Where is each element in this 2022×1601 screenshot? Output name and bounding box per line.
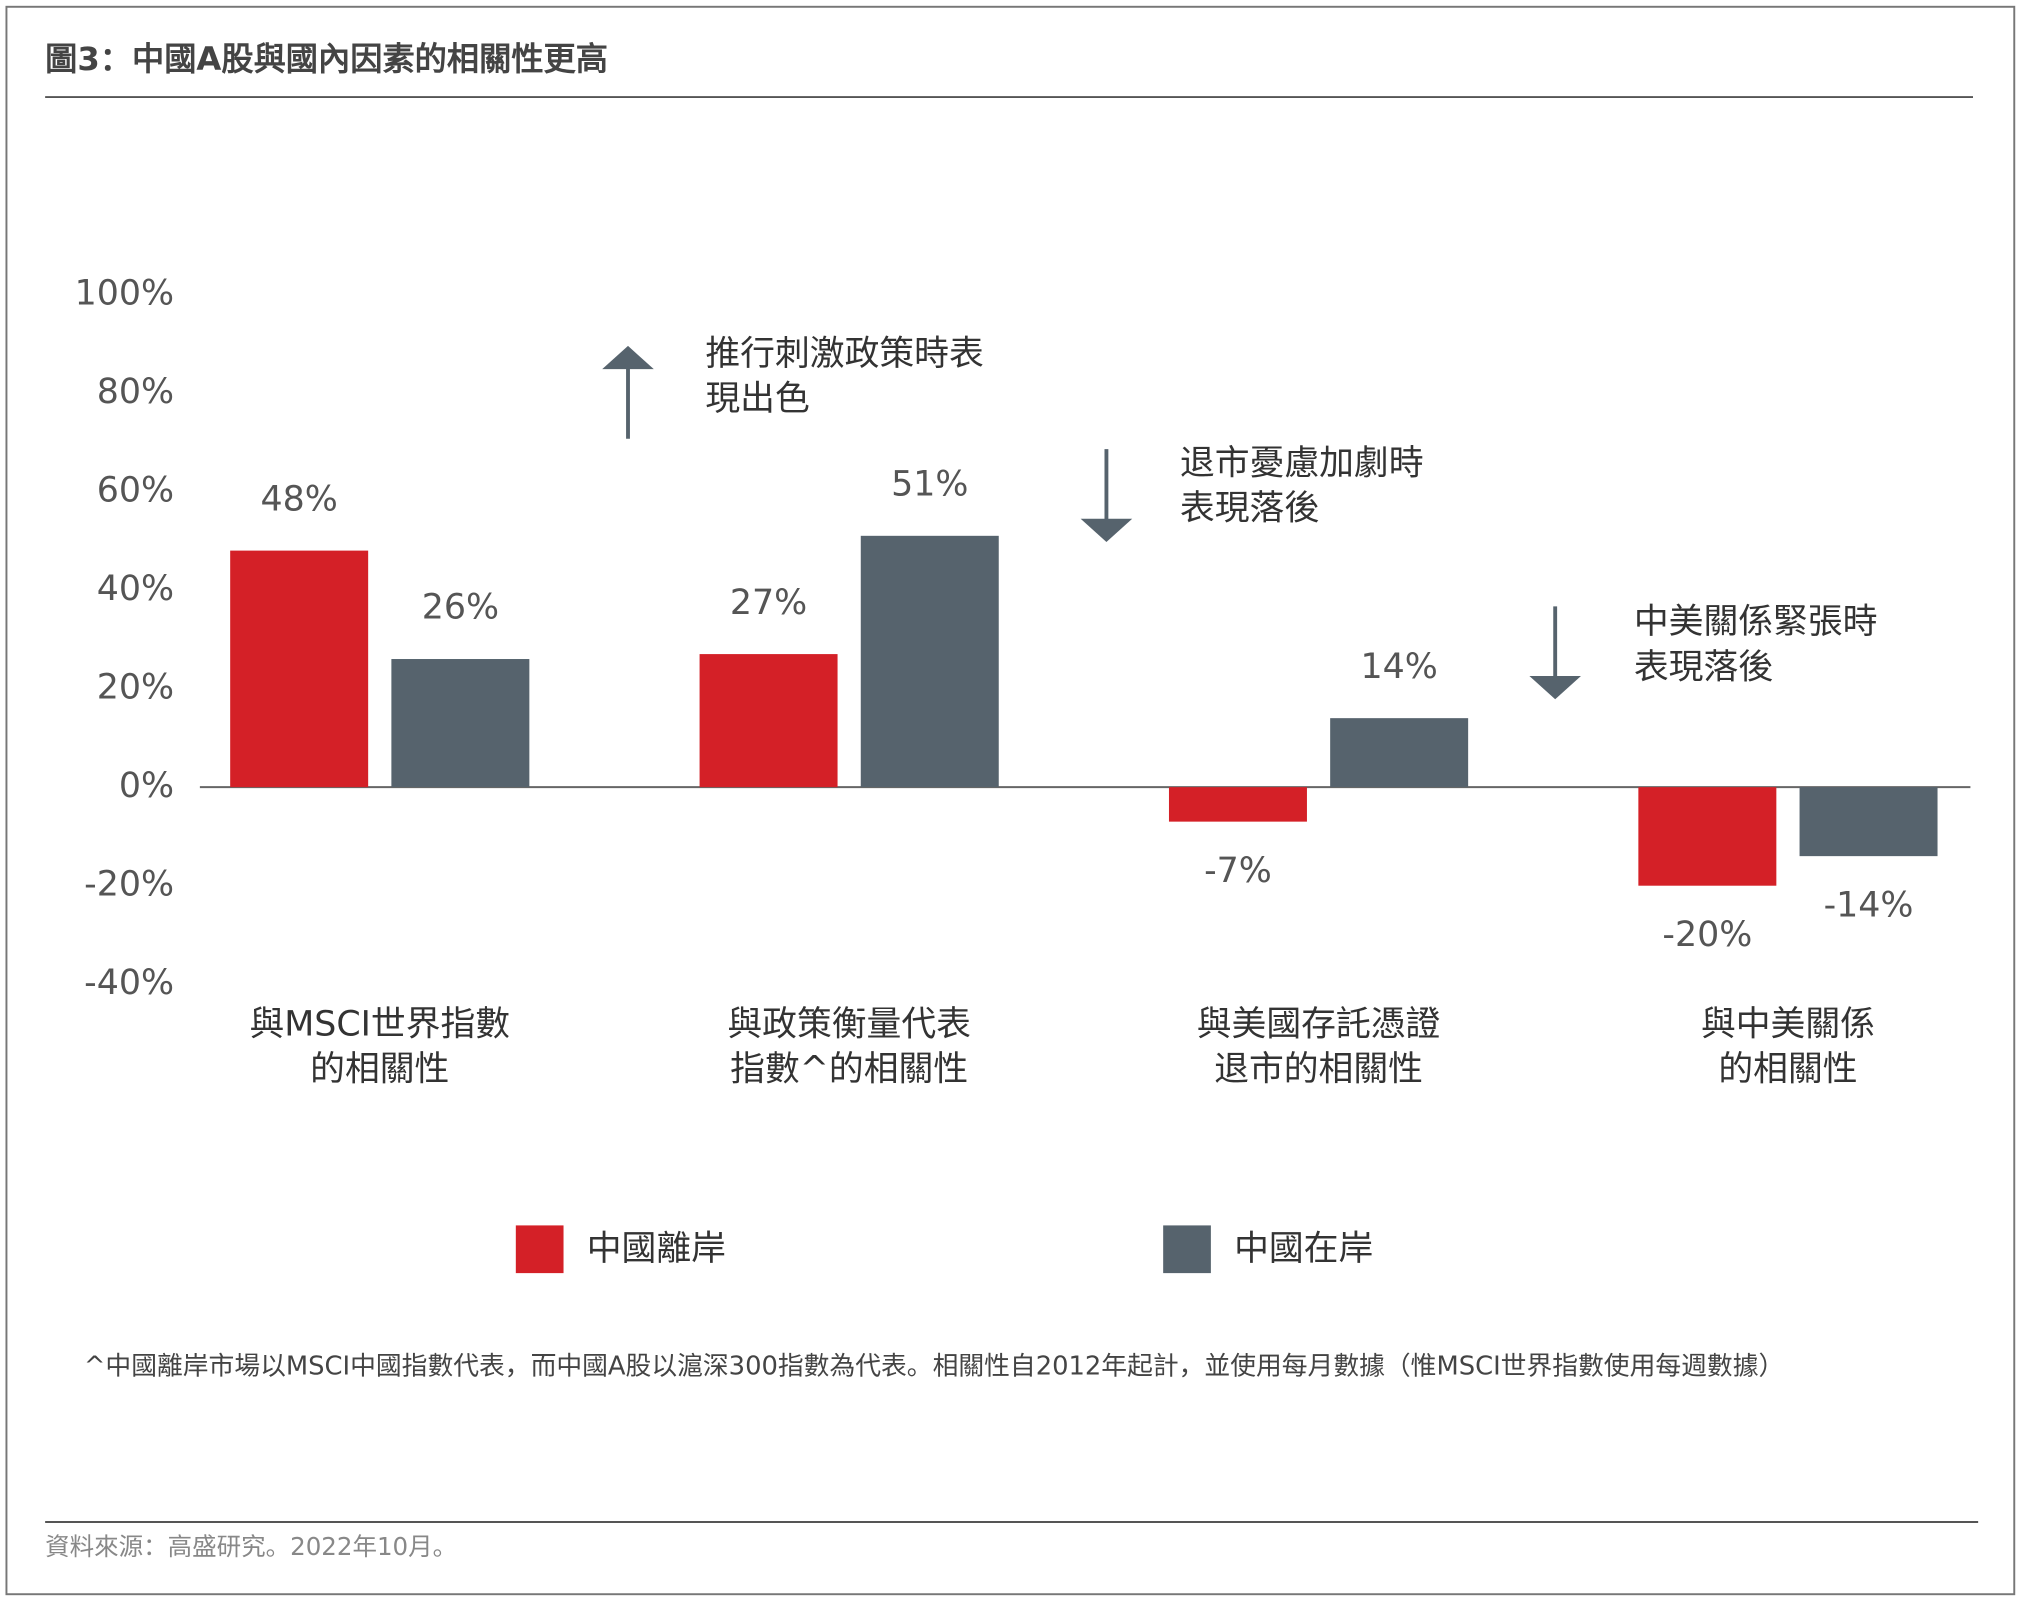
value-label: -20% [1662,915,1752,955]
value-label: 51% [891,465,968,505]
frame [5,5,2016,1596]
value-label: -14% [1824,885,1914,925]
legend-label: 中國在岸 [1234,1229,1373,1269]
bar [391,659,530,788]
y-tick-label: -20% [84,865,174,905]
x-tick-label: 退市的相關性 [1214,1050,1423,1090]
annotation: 推行刺激政策時表 [705,334,983,374]
x-tick-label: 與美國存託憑證 [1197,1005,1441,1045]
value-label: 14% [1360,647,1437,687]
legend-swatch [515,1225,564,1274]
x-tick-label: 指數^的相關性 [730,1050,968,1090]
y-tick-label: 40% [97,569,174,609]
chart-title: 圖3：中國A股與國內因素的相關性更高 [45,40,608,78]
annotation-arrowhead [1080,518,1133,542]
bar [1799,787,1938,857]
y-tick-label: 0% [119,766,174,806]
annotation: 表現落後 [1634,647,1773,687]
annotation: 現出色 [705,379,809,419]
x-tick-label: 與政策衡量代表 [727,1005,971,1045]
legend-swatch [1163,1225,1211,1274]
y-tick-label: 60% [97,470,174,510]
y-tick-label: 100% [75,273,174,313]
x-tick-label: 的相關性 [1718,1050,1857,1090]
y-tick-label: -40% [84,963,174,1003]
value-label: 26% [422,588,499,628]
x-tick-label: 與MSCI世界指數 [249,1005,510,1045]
annotation-arrowhead [602,345,654,370]
annotation: 退市憂慮加劇時 [1180,444,1424,484]
value-label: 48% [261,479,338,519]
y-tick-label: 20% [97,668,174,708]
y-tick-label: 80% [97,372,174,412]
bar [699,654,838,788]
annotation-arrowhead [1529,676,1581,700]
annotation: 中美關係緊張時 [1634,602,1878,642]
value-label: -7% [1204,851,1272,891]
value-label: 27% [730,583,807,623]
x-tick-label: 與中美關係 [1701,1005,1875,1045]
footnote: ^中國離岸市場以MSCI中國指數代表，而中國A股以滬深300指數為代表。相關性自… [84,1352,1784,1382]
x-tick-label: 的相關性 [310,1050,449,1090]
source: 資料來源：高盛研究。2022年10月。 [45,1532,457,1561]
bar [1330,718,1469,788]
bar [1168,787,1307,822]
bar [230,550,369,788]
annotation: 表現落後 [1180,489,1319,529]
bar [860,535,999,788]
legend-label: 中國離岸 [587,1229,726,1269]
bar [1638,787,1777,886]
